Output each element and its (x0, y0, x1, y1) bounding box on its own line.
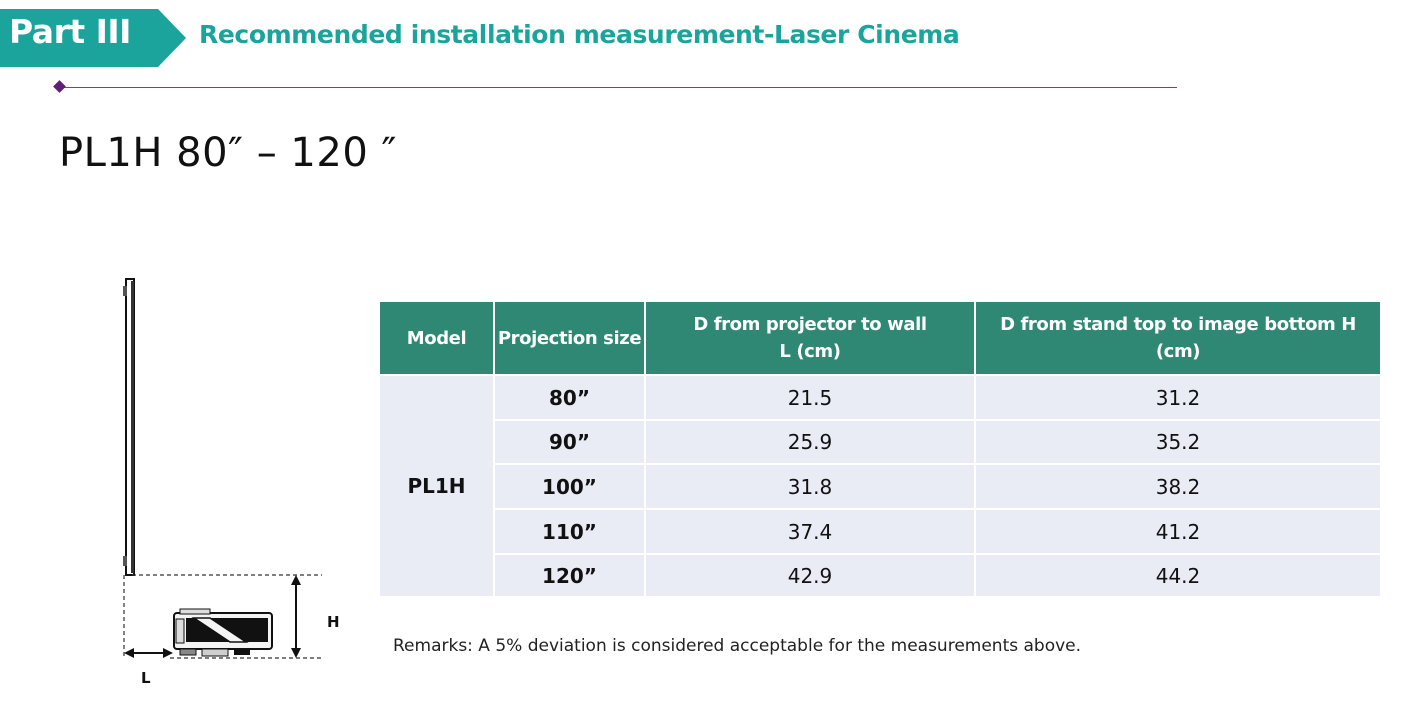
table-row: PL1H 80” 21.5 31.2 (378, 374, 1382, 598)
h-cell: 35.2 (974, 419, 1382, 465)
installation-diagram-svg (123, 278, 322, 659)
size-cell: 100” (493, 463, 646, 510)
h-cell: 44.2 (974, 553, 1382, 598)
size-cell: 120” (493, 553, 646, 598)
l-arrow-head-left (124, 648, 134, 658)
l-cell: 42.9 (644, 553, 976, 598)
page-heading: PL1H 80″ – 120 ″ (59, 130, 397, 176)
h-arrow-head-bottom (291, 648, 301, 658)
table-row: 110” 37.4 41.2 (379, 508, 1382, 555)
table-header-row: Model Projection size D from projector t… (378, 300, 1382, 376)
part-label: Part III (9, 12, 131, 51)
label-l: L (141, 669, 151, 687)
col-header-h: D from stand top to image bottom H (cm) (974, 300, 1382, 376)
size-cell: 110” (493, 508, 646, 555)
col-header-l: D from projector to wall L (cm) (644, 300, 976, 376)
label-h: H (327, 613, 340, 631)
screen-bracket-top (123, 286, 127, 296)
l-cell: 37.4 (644, 508, 976, 555)
table-row: 100” 31.8 38.2 (379, 463, 1382, 510)
title-rule (60, 87, 1177, 88)
h-arrow-head-top (291, 575, 301, 585)
remarks-note: Remarks: A 5% deviation is considered ac… (393, 636, 1082, 656)
h-cell: 31.2 (974, 374, 1382, 421)
col-header-l-line2: L (cm) (779, 341, 841, 362)
screen-bracket-bottom (123, 556, 127, 566)
measurement-table: Model Projection size D from projector t… (378, 300, 1382, 598)
l-arrow-head-right (163, 648, 173, 658)
size-cell: 80” (493, 374, 646, 421)
col-header-model: Model (378, 300, 495, 376)
h-cell: 41.2 (974, 508, 1382, 555)
size-cell: 90” (493, 419, 646, 465)
projector-icon (173, 608, 273, 657)
l-cell: 25.9 (644, 419, 976, 465)
table-row: 90” 25.9 35.2 (379, 419, 1382, 465)
part-tab (0, 9, 186, 67)
installation-diagram: H L (110, 272, 360, 692)
col-header-projection-size: Projection size (493, 300, 646, 376)
screen-edge (131, 281, 134, 573)
l-cell: 31.8 (644, 463, 976, 510)
col-header-l-line1: D from projector to wall (693, 314, 927, 335)
model-cell: PL1H (378, 374, 495, 598)
h-cell: 38.2 (974, 463, 1382, 510)
l-cell: 21.5 (644, 374, 976, 421)
rule-diamond-icon (53, 80, 66, 93)
table-row: 120” 42.9 44.2 (379, 553, 1382, 598)
section-title: Recommended installation measurement-Las… (199, 20, 960, 49)
